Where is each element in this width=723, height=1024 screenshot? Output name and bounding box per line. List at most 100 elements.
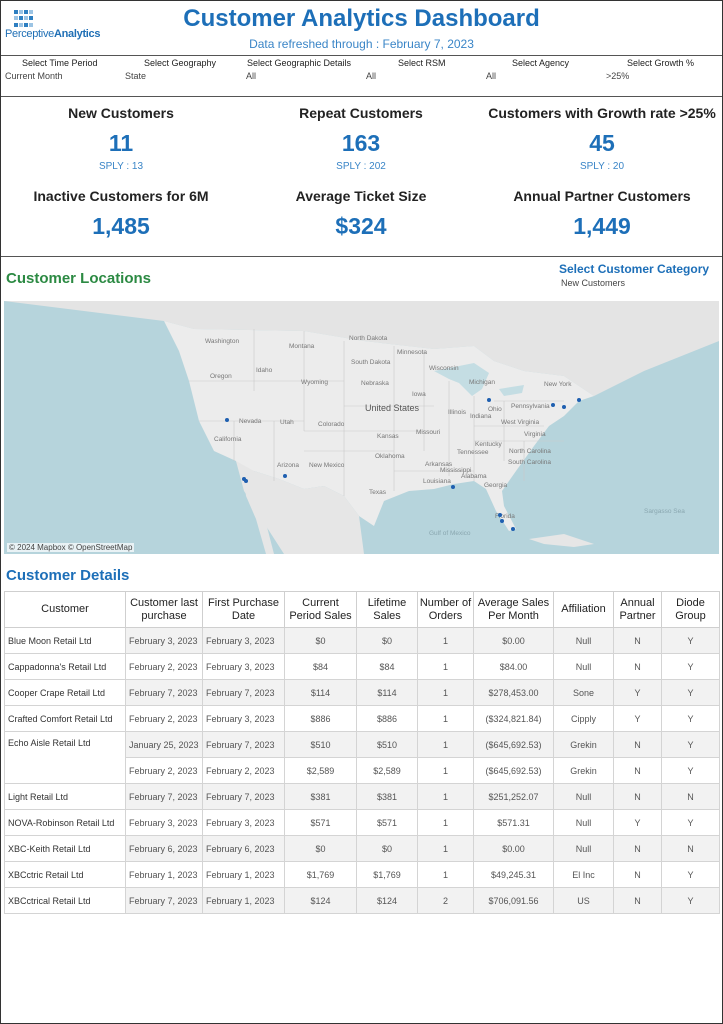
filter-value[interactable]: All bbox=[366, 71, 377, 81]
customer-category-select[interactable]: New Customers bbox=[561, 278, 626, 288]
filter-growth[interactable]: Select Growth % >25% bbox=[602, 57, 722, 93]
lifetime-sales-cell: $0 bbox=[356, 835, 418, 862]
filter-geographic-details[interactable]: Select Geographic Details All bbox=[241, 57, 361, 93]
map-label-georgia: Georgia bbox=[484, 482, 508, 489]
customer-location-marker[interactable] bbox=[551, 403, 555, 407]
diode-group-cell: Y bbox=[661, 757, 720, 784]
current-sales-cell: $886 bbox=[284, 705, 357, 732]
column-header-current-sales[interactable]: Current Period Sales bbox=[284, 591, 357, 628]
divider bbox=[1, 55, 722, 56]
filter-geography[interactable]: Select Geography State bbox=[120, 57, 240, 93]
perceptive-analytics-logo: PerceptiveAnalytics bbox=[5, 10, 101, 44]
lifetime-sales-cell: $381 bbox=[356, 783, 418, 810]
filter-value[interactable]: All bbox=[246, 71, 257, 81]
table-row[interactable]: February 2, 2023 February 2, 2023 $2,589 $2… bbox=[5, 757, 720, 784]
customer-location-marker[interactable] bbox=[244, 479, 248, 483]
filter-rsm[interactable]: Select RSM All bbox=[361, 57, 481, 93]
annual-partner-cell: N bbox=[613, 653, 662, 680]
filter-value[interactable]: State bbox=[125, 71, 147, 81]
customer-location-marker[interactable] bbox=[487, 398, 491, 402]
filter-value[interactable]: All bbox=[486, 71, 497, 81]
diode-group-cell: Y bbox=[661, 705, 720, 732]
column-header-first-purchase[interactable]: First Purchase Date bbox=[202, 591, 285, 628]
affiliation-cell: Grekin bbox=[553, 757, 614, 784]
filter-value[interactable]: Current Month bbox=[5, 71, 63, 81]
map-label-sargasso-sea: Sargasso Sea bbox=[644, 508, 685, 515]
customer-name-cell[interactable]: Echo Aisle Retail Ltd bbox=[4, 731, 126, 784]
table-row[interactable]: Cappadonna's Retail Ltd February 2, 2023 F… bbox=[4, 653, 720, 680]
filter-agency[interactable]: Select Agency All bbox=[481, 57, 601, 93]
customer-location-marker[interactable] bbox=[225, 418, 229, 422]
map-label-united-states: United States bbox=[365, 403, 420, 413]
table-row[interactable]: Light Retail Ltd February 7, 2023 February… bbox=[4, 783, 720, 810]
column-header-diode-group[interactable]: Diode Group bbox=[661, 591, 720, 628]
customer-name-cell[interactable]: Crafted Comfort Retail Ltd bbox=[4, 705, 126, 732]
customer-name-cell[interactable]: NOVA-Robinson Retail Ltd bbox=[4, 809, 126, 836]
customer-location-marker[interactable] bbox=[451, 485, 455, 489]
kpi-average-ticket-size: Average Ticket Size $324 bbox=[241, 188, 481, 240]
kpi-sply: SPLY : 13 bbox=[98, 161, 144, 172]
column-header-last-purchase[interactable]: Customer last purchase bbox=[125, 591, 203, 628]
avg-sales-cell: $251,252.07 bbox=[473, 783, 554, 810]
annual-partner-cell: Y bbox=[613, 705, 662, 732]
column-header-lifetime-sales[interactable]: Lifetime Sales bbox=[356, 591, 418, 628]
customer-name-cell[interactable]: Blue Moon Retail Ltd bbox=[4, 627, 126, 654]
customer-name-cell[interactable]: XBCctrical Retail Ltd bbox=[4, 887, 126, 914]
annual-partner-cell: N bbox=[613, 835, 662, 862]
annual-partner-cell: N bbox=[613, 887, 662, 914]
affiliation-cell: Grekin bbox=[553, 731, 614, 758]
customer-name-cell[interactable]: XBCctric Retail Ltd bbox=[4, 861, 126, 888]
diode-group-cell: Y bbox=[661, 679, 720, 706]
table-row[interactable]: NOVA-Robinson Retail Ltd February 3, 2023… bbox=[4, 809, 720, 836]
avg-sales-cell: ($645,692.53) bbox=[473, 757, 554, 784]
customer-location-marker[interactable] bbox=[562, 405, 566, 409]
data-refresh-subtitle: Data refreshed through : February 7, 202… bbox=[249, 37, 474, 51]
customer-locations-map[interactable]: Washington Montana North Dakota Minnesot… bbox=[4, 301, 719, 554]
column-header-customer[interactable]: Customer bbox=[4, 591, 126, 628]
customer-name-cell[interactable]: Cooper Crape Retail Ltd bbox=[4, 679, 126, 706]
last-purchase-cell: February 7, 2023 bbox=[125, 679, 203, 706]
column-header-avg-sales[interactable]: Average Sales Per Month bbox=[473, 591, 554, 628]
customer-name-cell[interactable]: Cappadonna's Retail Ltd bbox=[4, 653, 126, 680]
table-row[interactable]: XBCctrical Retail Ltd February 7, 2023 Feb… bbox=[4, 887, 720, 914]
filter-time-period[interactable]: Select Time Period Current Month bbox=[0, 57, 120, 93]
customer-location-marker[interactable] bbox=[500, 519, 504, 523]
diode-group-cell: Y bbox=[661, 653, 720, 680]
map-label-kentucky: Kentucky bbox=[475, 441, 502, 448]
table-row[interactable]: Blue Moon Retail Ltd February 3, 2023 Febr… bbox=[4, 627, 720, 654]
annual-partner-cell: N bbox=[613, 731, 662, 758]
table-row[interactable]: Echo Aisle Retail Ltd January 25, 2023 Feb… bbox=[4, 731, 720, 784]
last-purchase-cell: February 7, 2023 bbox=[125, 887, 203, 914]
affiliation-cell: Cipply bbox=[553, 705, 614, 732]
orders-cell: 1 bbox=[417, 783, 474, 810]
customer-location-marker[interactable] bbox=[283, 474, 287, 478]
first-purchase-cell: February 3, 2023 bbox=[202, 809, 285, 836]
column-header-annual-partner[interactable]: Annual Partner bbox=[613, 591, 662, 628]
kpi-title: Average Ticket Size bbox=[295, 188, 427, 204]
filter-label: Select Agency bbox=[512, 58, 570, 68]
filter-value[interactable]: >25% bbox=[606, 71, 630, 81]
table-row[interactable]: XBC-Keith Retail Ltd February 6, 2023 Febr… bbox=[4, 835, 720, 862]
great-lakes bbox=[434, 363, 489, 396]
map-label-missouri: Missouri bbox=[416, 429, 441, 436]
table-row[interactable]: XBCctric Retail Ltd February 1, 2023 Febru… bbox=[4, 861, 720, 888]
diode-group-cell: Y bbox=[661, 809, 720, 836]
map-label-pennsylvania: Pennsylvania bbox=[511, 403, 550, 410]
map-label-florida: Florida bbox=[495, 513, 515, 520]
map-label-montana: Montana bbox=[289, 343, 315, 350]
last-purchase-cell: February 7, 2023 bbox=[125, 783, 203, 810]
column-header-orders[interactable]: Number of Orders bbox=[417, 591, 474, 628]
first-purchase-cell: February 3, 2023 bbox=[202, 627, 285, 654]
customer-name-cell[interactable]: Light Retail Ltd bbox=[4, 783, 126, 810]
map-label-arkansas: Arkansas bbox=[425, 461, 453, 468]
map-attribution: © 2024 Mapbox © OpenStreetMap bbox=[7, 543, 135, 552]
column-header-affiliation[interactable]: Affiliation bbox=[553, 591, 614, 628]
table-row[interactable]: Crafted Comfort Retail Ltd February 2, 20… bbox=[4, 705, 720, 732]
customer-location-marker[interactable] bbox=[498, 513, 502, 517]
customer-location-marker[interactable] bbox=[577, 398, 581, 402]
table-row[interactable]: Cooper Crape Retail Ltd February 7, 2023 F… bbox=[4, 679, 720, 706]
customer-name-cell[interactable]: XBC-Keith Retail Ltd bbox=[4, 835, 126, 862]
customer-location-marker[interactable] bbox=[511, 527, 515, 531]
kpi-value: 11 bbox=[108, 130, 134, 156]
avg-sales-cell: $0.00 bbox=[473, 627, 554, 654]
